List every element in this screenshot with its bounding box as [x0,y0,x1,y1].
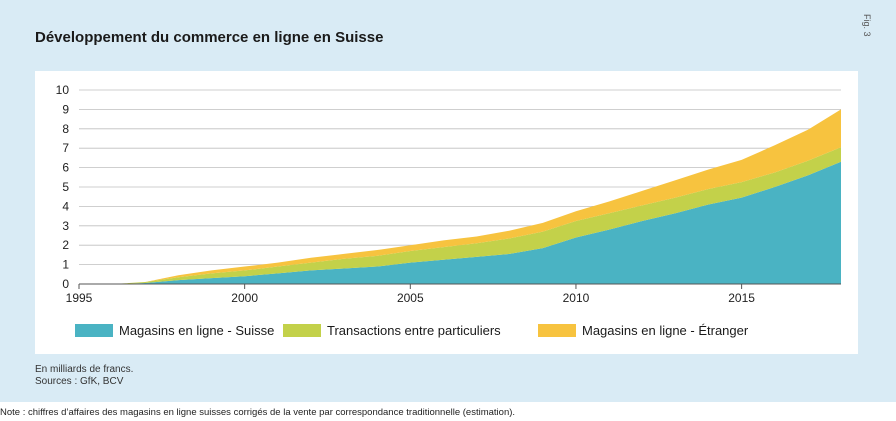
y-tick-label: 3 [62,219,69,233]
legend-item-p2p: Transactions entre particuliers [283,322,501,338]
chart-svg: 0 1 2 3 4 5 6 7 8 9 10 1995 2000 2005 2010 2015 [56,83,841,305]
x-tick-label: 2000 [231,291,258,305]
y-tick-label: 5 [62,180,69,194]
x-tick-label: 2010 [563,291,590,305]
chart-area: 0 1 2 3 4 5 6 7 8 9 10 1995 2000 2005 2010 2015 Magasin… [35,71,858,354]
sources-note: Sources : GfK, BCV [35,376,124,387]
legend-swatch-swiss [75,323,113,337]
y-tick-label: 1 [62,258,69,272]
chart-title: Développement du commerce en ligne en Su… [35,29,384,46]
y-tick-label: 10 [56,83,70,97]
y-tick-label: 9 [62,102,69,116]
figure-label: Fig. 3 [862,14,872,37]
area-series-swiss [79,161,841,284]
area-layer [79,109,841,285]
footnote: Note : chiffres d’affaires des magasins … [0,407,516,418]
y-tick-label: 2 [62,238,69,252]
axis-layer: 0 1 2 3 4 5 6 7 8 9 10 1995 2000 2005 2010 2015 [56,83,841,305]
legend-label-swiss: Magasins en ligne - Suisse [119,322,275,338]
x-tick-label: 2015 [728,291,755,305]
y-tick-label: 0 [62,277,69,291]
figure-panel: Fig. 3 Développement du commerce en lign… [0,0,896,402]
legend-swatch-foreign [538,323,576,337]
legend-item-swiss: Magasins en ligne - Suisse [75,322,274,338]
legend-label-p2p: Transactions entre particuliers [327,322,501,338]
y-tick-label: 7 [62,141,69,155]
area-series-p2p [79,147,841,284]
unit-note: En milliards de francs. [35,364,134,375]
legend-item-foreign: Magasins en ligne - Étranger [538,322,748,338]
legend-label-foreign: Magasins en ligne - Étranger [582,322,749,338]
grid-layer [79,89,841,285]
y-tick-label: 8 [62,122,69,136]
y-tick-label: 6 [62,161,69,175]
legend-swatch-p2p [283,323,321,337]
x-tick-label: 2005 [397,291,424,305]
x-tick-label: 1995 [66,291,93,305]
y-tick-label: 4 [62,199,69,213]
